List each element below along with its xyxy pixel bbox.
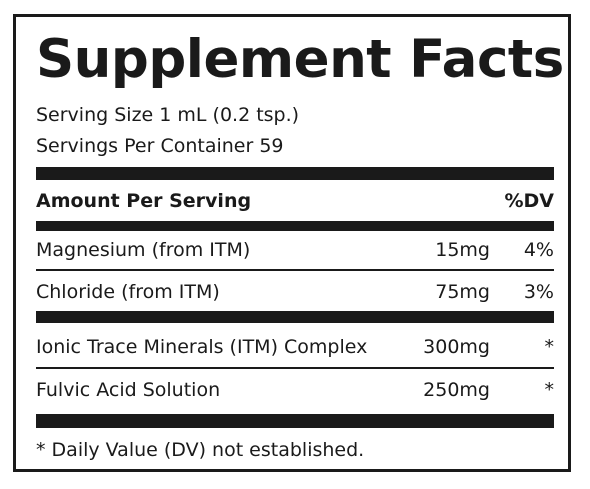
table-row: Ionic Trace Minerals (ITM) Complex 300mg…: [36, 334, 554, 360]
ingredient-name: Ionic Trace Minerals (ITM) Complex: [36, 336, 368, 358]
table-row: Chloride (from ITM) 75mg 3%: [36, 279, 554, 305]
ingredient-amount: 300mg: [423, 336, 490, 358]
divider-thick-middle: [36, 311, 554, 323]
divider-thick-top: [36, 167, 554, 180]
footnote: * Daily Value (DV) not established.: [36, 439, 365, 461]
amount-per-serving-heading: Amount Per Serving: [36, 190, 252, 212]
supplement-facts-panel: Supplement Facts Serving Size 1 mL (0.2 …: [13, 14, 571, 472]
serving-size: Serving Size 1 mL (0.2 tsp.): [36, 104, 300, 126]
ingredient-name: Fulvic Acid Solution: [36, 379, 221, 401]
divider-thick-bottom: [36, 414, 554, 428]
table-row: Magnesium (from ITM) 15mg 4%: [36, 237, 554, 263]
divider-thin: [36, 269, 554, 271]
dv-heading: %DV: [504, 190, 554, 212]
nutrient-dv: 3%: [523, 281, 554, 303]
servings-per-container: Servings Per Container 59: [36, 135, 284, 157]
nutrient-name: Chloride (from ITM): [36, 281, 220, 303]
nutrient-amount: 75mg: [435, 281, 490, 303]
nutrient-dv: 4%: [523, 239, 554, 261]
nutrient-name: Magnesium (from ITM): [36, 239, 251, 261]
divider-thin: [36, 367, 554, 369]
nutrient-amount: 15mg: [435, 239, 490, 261]
table-row: Fulvic Acid Solution 250mg *: [36, 377, 554, 403]
ingredient-amount: 250mg: [423, 379, 490, 401]
divider-header: [36, 221, 554, 231]
header-row: Amount Per Serving %DV: [36, 188, 554, 214]
ingredient-dv: *: [544, 379, 555, 401]
ingredient-dv: *: [544, 336, 555, 358]
label-title: Supplement Facts: [36, 29, 564, 90]
